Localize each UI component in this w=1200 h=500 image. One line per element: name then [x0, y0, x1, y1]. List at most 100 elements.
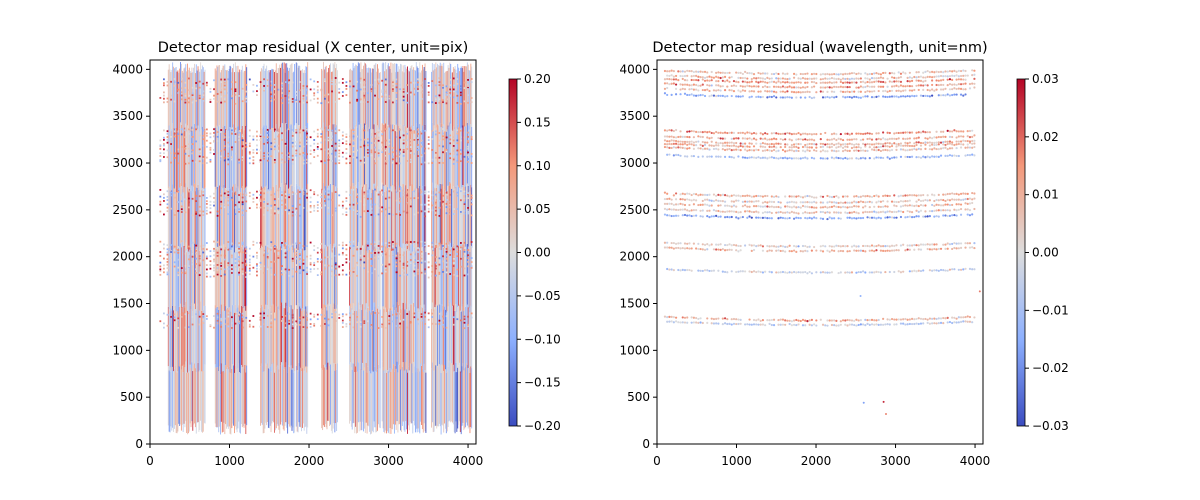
residual-point — [674, 139, 678, 143]
residual-point — [875, 149, 878, 152]
residual-point — [766, 138, 769, 141]
residual-point — [442, 145, 444, 148]
residual-point — [971, 69, 974, 72]
residual-point — [223, 192, 226, 195]
residual-point — [973, 77, 976, 80]
residual-point — [166, 80, 169, 83]
residual-point — [721, 144, 724, 147]
residual-point — [695, 140, 698, 143]
residual-point — [899, 142, 903, 145]
residual-point — [703, 147, 707, 150]
residual-point — [427, 199, 430, 202]
residual-point — [459, 158, 462, 161]
residual-point — [886, 95, 889, 99]
residual-point — [273, 199, 276, 202]
residual-point — [309, 136, 312, 139]
residual-point — [302, 95, 305, 97]
residual-point — [284, 139, 287, 142]
residual-point — [338, 91, 341, 94]
residual-point — [750, 80, 753, 83]
residual-point — [846, 143, 849, 146]
residual-point — [227, 141, 230, 144]
residual-point — [924, 143, 927, 146]
residual-point — [915, 94, 918, 97]
residual-point — [313, 156, 316, 158]
residual-point — [213, 204, 215, 207]
residual-point — [188, 265, 190, 268]
residual-point — [703, 143, 707, 146]
residual-point — [855, 72, 858, 76]
residual-point — [248, 129, 251, 132]
residual-point — [238, 211, 240, 213]
residual-point — [730, 141, 733, 144]
residual-point — [166, 136, 169, 138]
residual-point — [177, 271, 180, 274]
residual-point — [764, 145, 767, 149]
residual-point — [331, 268, 333, 271]
residual-point — [238, 271, 240, 274]
residual-point — [815, 72, 818, 76]
residual-point — [797, 149, 800, 153]
residual-point — [819, 78, 822, 81]
residual-point — [366, 92, 369, 95]
residual-point — [830, 81, 834, 84]
residual-point — [939, 154, 943, 157]
residual-point — [699, 76, 702, 79]
residual-point — [449, 84, 452, 87]
residual-point — [284, 142, 287, 145]
residual-point — [835, 95, 838, 98]
residual-point — [935, 75, 938, 78]
residual-point — [801, 138, 805, 141]
residual-point — [910, 148, 914, 151]
residual-point — [737, 89, 740, 92]
residual-point — [897, 80, 900, 83]
residual-point — [252, 138, 255, 141]
residual-point — [470, 81, 473, 84]
residual-point — [764, 137, 767, 140]
residual-point — [735, 84, 738, 88]
residual-point — [202, 190, 205, 193]
residual-point — [345, 258, 348, 260]
residual-point — [266, 159, 269, 162]
residual-point — [392, 161, 394, 164]
residual-point — [352, 271, 355, 273]
residual-point — [316, 85, 319, 88]
residual-point — [679, 88, 682, 91]
residual-point — [209, 250, 212, 253]
residual-point — [801, 77, 805, 80]
residual-point — [256, 251, 258, 254]
residual-point — [420, 240, 423, 243]
residual-point — [688, 88, 691, 91]
residual-point — [377, 327, 380, 329]
residual-point — [227, 248, 230, 251]
residual-point — [879, 145, 883, 148]
residual-point — [766, 90, 769, 93]
residual-point — [467, 315, 469, 318]
residual-point — [743, 142, 747, 145]
residual-point — [442, 99, 444, 102]
residual-point — [427, 203, 430, 206]
residual-point — [159, 188, 162, 191]
residual-point — [392, 190, 394, 193]
residual-point — [761, 95, 765, 99]
residual-point — [463, 201, 466, 204]
residual-point — [238, 322, 240, 325]
residual-point — [951, 154, 954, 157]
residual-point — [295, 320, 298, 323]
residual-point — [205, 196, 208, 199]
residual-point — [188, 326, 190, 328]
residual-point — [263, 251, 265, 254]
residual-point — [349, 89, 351, 92]
residual-point — [248, 152, 251, 155]
residual-point — [792, 81, 796, 84]
residual-point — [797, 77, 800, 80]
residual-point — [198, 257, 201, 260]
residual-point — [341, 138, 344, 140]
residual-point — [922, 76, 925, 79]
residual-point — [890, 142, 894, 146]
residual-point — [166, 130, 169, 133]
residual-point — [338, 194, 341, 197]
residual-point — [810, 96, 813, 100]
residual-point — [463, 241, 466, 244]
residual-point — [939, 74, 943, 78]
